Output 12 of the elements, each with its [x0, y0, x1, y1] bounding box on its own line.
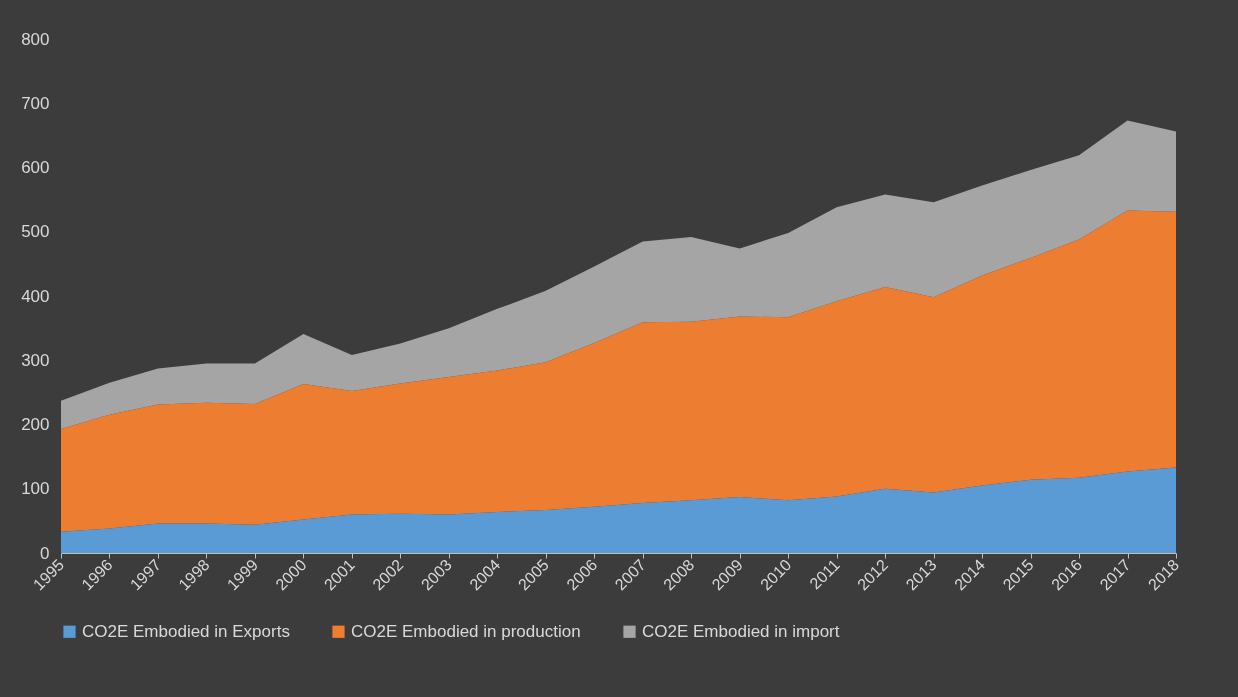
y-tick-label: 0	[40, 543, 50, 563]
y-tick-label: 400	[21, 286, 50, 306]
y-tick-label: 700	[21, 93, 50, 113]
y-tick-label: 800	[21, 29, 50, 49]
y-tick-label: 500	[21, 222, 50, 242]
legend-label: CO2E Embodied in production	[351, 621, 581, 641]
y-tick-label: 300	[21, 350, 50, 370]
legend-label: CO2E Embodied in import	[642, 621, 840, 641]
y-tick-label: 200	[21, 415, 50, 434]
legend-label: CO2E Embodied in Exports	[82, 621, 290, 641]
y-tick-label: 600	[21, 158, 50, 177]
y-tick-label: 100	[21, 479, 50, 499]
